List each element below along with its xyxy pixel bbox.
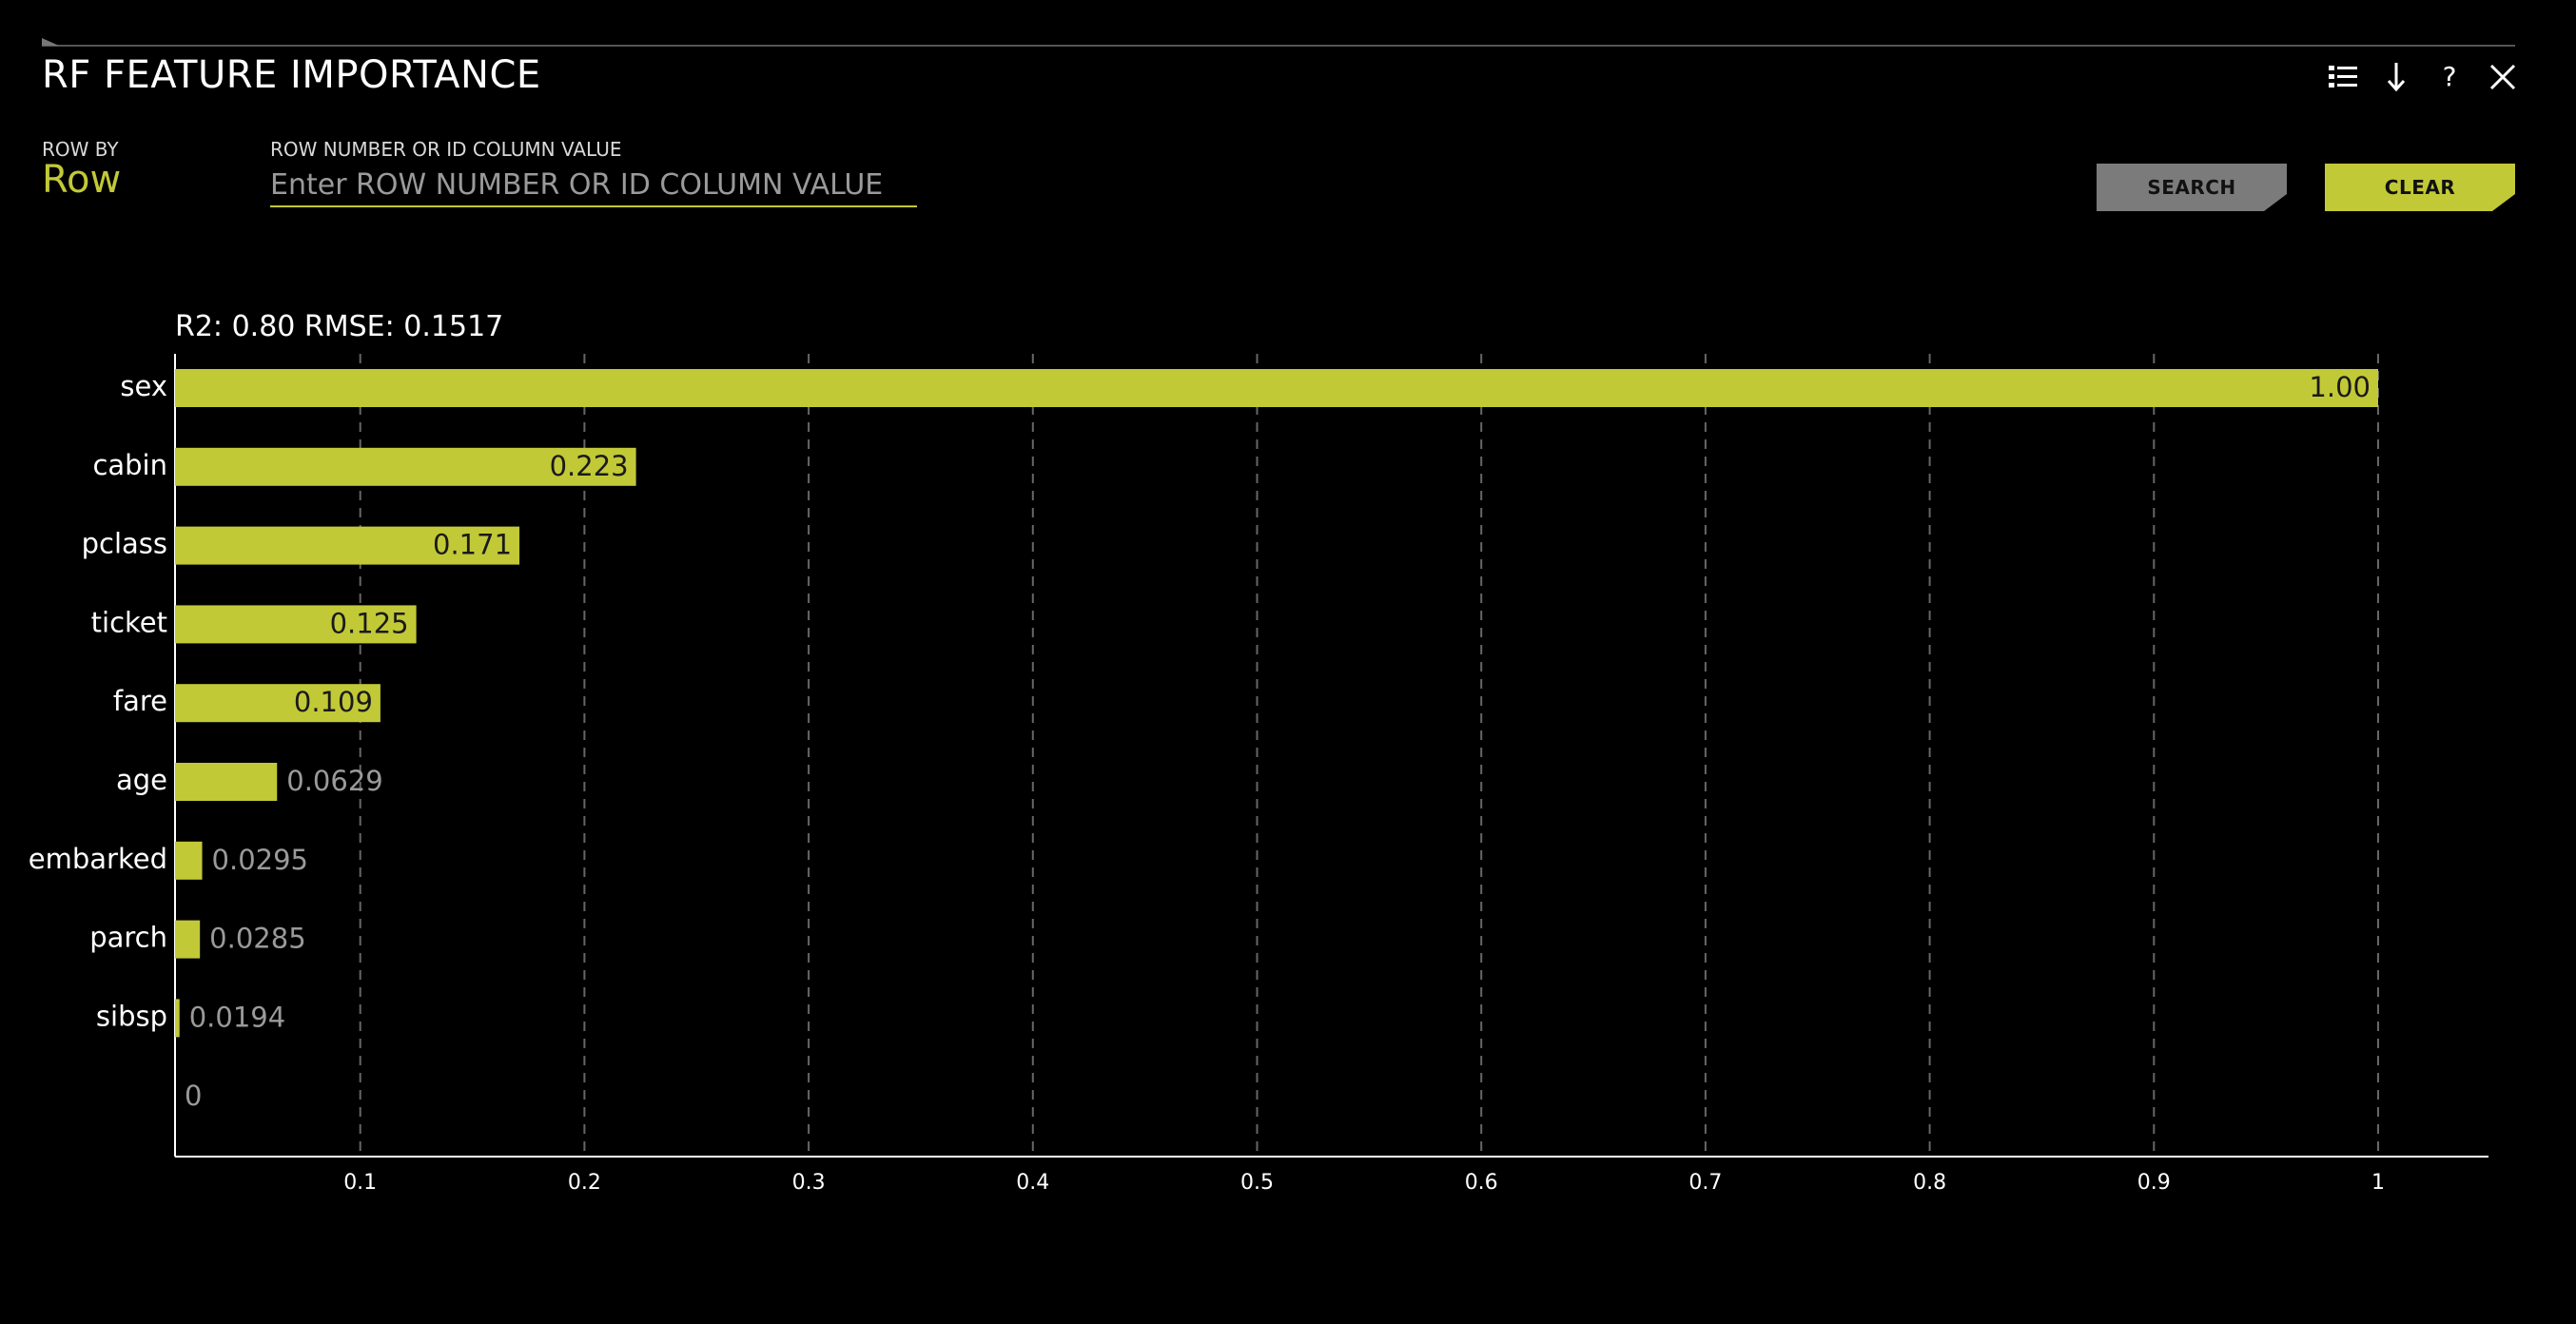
bar	[175, 605, 417, 644]
category-label: sex	[120, 370, 167, 402]
row-number-label: ROW NUMBER OR ID COLUMN VALUE	[270, 138, 622, 161]
x-tick-label: 0.6	[1465, 1171, 1498, 1195]
x-tick-label: 1	[2371, 1171, 2385, 1195]
value-label: 0.109	[294, 686, 373, 718]
list-view-icon[interactable]	[2327, 57, 2359, 97]
category-label: ticket	[91, 606, 167, 638]
value-label: 0.171	[433, 529, 512, 561]
clear-button[interactable]: CLEAR	[2325, 164, 2515, 211]
x-tick-label: 0.8	[1913, 1171, 1946, 1195]
help-icon[interactable]: ?	[2433, 57, 2466, 97]
value-label: 0	[185, 1080, 202, 1112]
bar	[175, 526, 520, 565]
bar	[175, 920, 201, 959]
x-tick-label: 0.7	[1688, 1171, 1722, 1195]
value-label: 0.125	[330, 607, 409, 639]
x-tick-label: 0.5	[1240, 1171, 1274, 1195]
category-label: sibsp	[96, 1000, 167, 1032]
bar	[175, 369, 2378, 407]
value-label: 0.0629	[286, 765, 382, 797]
category-label: pclass	[82, 528, 167, 560]
bar	[175, 447, 636, 486]
category-label: cabin	[92, 449, 167, 481]
value-label: 0.0194	[189, 1001, 285, 1033]
bar	[175, 763, 278, 801]
x-tick-label: 0.4	[1016, 1171, 1049, 1195]
value-label: 1.00	[2309, 371, 2371, 403]
value-label: 0.0295	[212, 844, 308, 876]
bar	[175, 684, 381, 723]
value-label: 0.0285	[209, 923, 305, 955]
value-label: 0.223	[550, 450, 629, 482]
search-button[interactable]: SEARCH	[2097, 164, 2287, 211]
row-by-label: ROW BY	[42, 138, 119, 161]
category-label: age	[116, 764, 167, 796]
x-tick-label: 0.2	[568, 1171, 601, 1195]
category-label: parch	[89, 922, 167, 954]
download-arrow-icon[interactable]	[2380, 57, 2412, 97]
page-title: RF FEATURE IMPORTANCE	[42, 53, 541, 97]
category-label: embarked	[29, 843, 167, 875]
category-label: fare	[113, 685, 167, 717]
toolbar: ?	[2327, 57, 2519, 97]
close-icon[interactable]	[2487, 57, 2519, 97]
x-tick-label: 0.9	[2137, 1171, 2171, 1195]
row-number-input[interactable]	[270, 164, 917, 207]
help-glyph: ?	[2442, 61, 2457, 92]
x-tick-label: 0.3	[792, 1171, 826, 1195]
top-rule	[42, 45, 2515, 47]
bar	[175, 999, 180, 1038]
x-tick-label: 0.1	[343, 1171, 377, 1195]
bar	[175, 841, 203, 880]
collapse-tab-icon[interactable]	[42, 38, 59, 46]
chart-title: R2: 0.80 RMSE: 0.1517	[175, 310, 504, 343]
row-by-selector[interactable]: Row	[42, 158, 122, 202]
